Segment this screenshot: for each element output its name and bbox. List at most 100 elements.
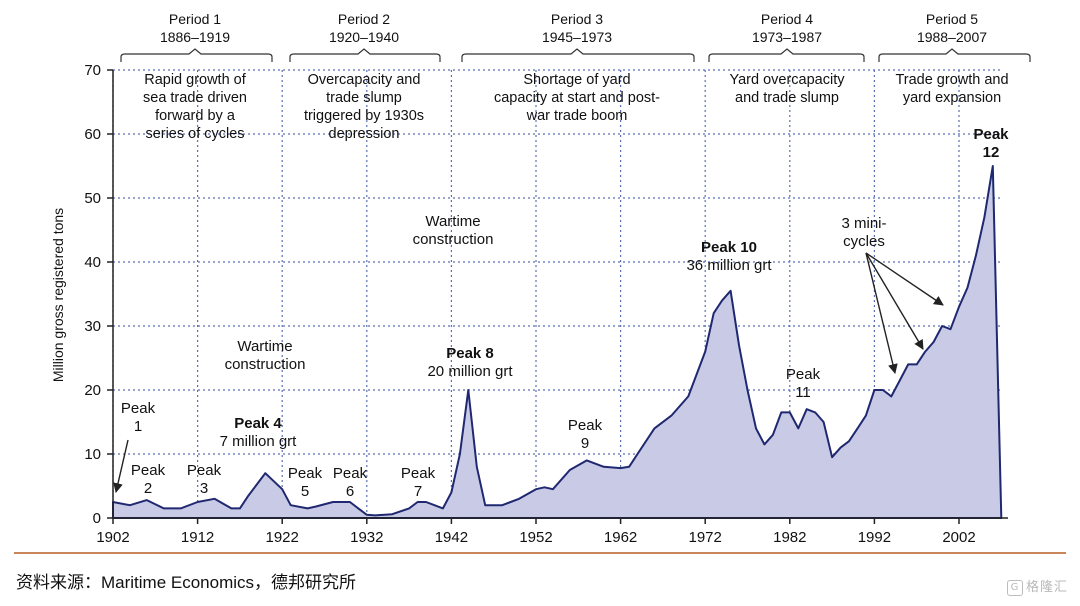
- annotation-11: Peak 11: [786, 366, 821, 401]
- period-bracket: [120, 48, 273, 62]
- period-header: Period 2 1920–1940: [329, 11, 399, 45]
- x-tick-label: 1972: [689, 529, 722, 546]
- annotation-13-line: Wartime: [237, 338, 292, 355]
- y-tick-label: 10: [84, 446, 101, 463]
- annotation-5-line: 5: [301, 483, 309, 500]
- annotation-13: Wartime construction: [225, 338, 306, 373]
- source-note: 资料来源：Maritime Economics，德邦研究所: [16, 573, 357, 592]
- y-tick-label: 70: [84, 62, 101, 79]
- annotation-3-line: Peak: [187, 462, 222, 479]
- annotation-2-line: 2: [144, 480, 152, 497]
- period-header-line: 1973–1987: [752, 29, 822, 45]
- annotation-15-line: cycles: [843, 233, 885, 250]
- annotation-arrow: [113, 439, 129, 493]
- x-tick-label: 1982: [773, 529, 806, 546]
- x-tick-label: 1992: [858, 529, 891, 546]
- completions-area: [112, 165, 1003, 519]
- annotation-arrows: [113, 252, 944, 493]
- period-header: Period 4 1973–1987: [752, 11, 822, 45]
- period-description-line: trade slump: [326, 90, 402, 106]
- period-header: Period 3 1945–1973: [542, 11, 612, 45]
- period-description: Yard overcapacity and trade slump: [730, 72, 846, 106]
- period-description: Overcapacity and trade slump triggered by …: [304, 72, 424, 142]
- annotation-6: Peak 6: [333, 465, 368, 500]
- y-tick-label: 20: [84, 382, 101, 399]
- x-tick-label: 1902: [96, 529, 129, 546]
- period-description-line: triggered by 1930s: [304, 108, 424, 124]
- annotation-12: Peak 12: [973, 126, 1009, 161]
- annotation-14: Wartime construction: [413, 213, 494, 248]
- x-tick-label: 1922: [266, 529, 299, 546]
- period-bracket: [461, 48, 695, 62]
- x-tick-label: 1932: [350, 529, 383, 546]
- annotation-10: Peak 10 36 million grt: [686, 239, 772, 274]
- annotation-9-line: Peak: [568, 417, 603, 434]
- x-tick-label: 1952: [519, 529, 552, 546]
- period-header: Period 5 1988–2007: [917, 11, 987, 45]
- annotation-2-line: Peak: [131, 462, 166, 479]
- period-bracket: [878, 48, 1031, 62]
- period-header-line: 1886–1919: [160, 29, 230, 45]
- annotation-10-line: 36 million grt: [686, 257, 772, 274]
- y-tick-label: 40: [84, 254, 101, 271]
- source-divider: [14, 552, 1066, 554]
- annotation-3-line: 3: [200, 480, 208, 497]
- period-bracket: [708, 48, 865, 62]
- period-header-line: Period 5: [926, 11, 978, 27]
- period-header-line: 1945–1973: [542, 29, 612, 45]
- x-tick-label: 2002: [942, 529, 975, 546]
- period-header-line: Period 3: [551, 11, 603, 27]
- x-tick-label: 1942: [435, 529, 468, 546]
- period-description-line: capacity at start and post-: [494, 90, 660, 106]
- annotation-15-line: 3 mini-: [841, 215, 886, 232]
- y-axis-label: Million gross registered tons: [50, 208, 66, 382]
- annotation-arrow: [865, 252, 924, 350]
- watermark-text: 格隆汇: [1025, 580, 1068, 595]
- period-description-line: Rapid growth of: [144, 72, 247, 88]
- annotation-14-line: construction: [413, 231, 494, 248]
- annotation-arrow: [865, 252, 898, 374]
- period-headers: Period 1 1886–1919 Rapid growth of sea trad…: [120, 11, 1031, 142]
- period-description: Rapid growth of sea trade driven forward b…: [143, 72, 247, 142]
- annotation-7-line: Peak: [401, 465, 436, 482]
- annotation-8-line: Peak 8: [446, 345, 494, 362]
- annotation-11-line: 11: [795, 384, 811, 401]
- annotation-6-line: Peak: [333, 465, 368, 482]
- annotation-13-line: construction: [225, 356, 306, 373]
- period-description-line: Yard overcapacity: [730, 72, 846, 88]
- y-tick-label: 50: [84, 190, 101, 207]
- annotation-8: Peak 8 20 million grt: [427, 345, 513, 380]
- period-description-line: yard expansion: [903, 90, 1001, 106]
- x-tick-label: 1962: [604, 529, 637, 546]
- annotation-2: Peak 2: [131, 462, 166, 497]
- annotation-arrow: [865, 252, 944, 306]
- period-description: Shortage of yard capacity at start and po…: [494, 72, 660, 124]
- annotation-1: Peak 1: [121, 400, 156, 435]
- period-description: Trade growth and yard expansion: [895, 72, 1008, 106]
- period-header-line: 1920–1940: [329, 29, 399, 45]
- period-header-line: 1988–2007: [917, 29, 987, 45]
- watermark-logo-icon: G: [1006, 579, 1023, 596]
- x-tick-label: 1912: [181, 529, 214, 546]
- y-tick-label: 0: [93, 510, 101, 527]
- annotation-7-line: 7: [414, 483, 422, 500]
- period-bracket: [289, 48, 441, 62]
- period-description-line: series of cycles: [145, 126, 244, 142]
- period-header-line: Period 4: [761, 11, 813, 27]
- period-description-line: war trade boom: [526, 108, 628, 124]
- period-description-line: Shortage of yard: [523, 72, 630, 88]
- annotation-8-line: 20 million grt: [427, 363, 513, 380]
- period-header-line: Period 1: [169, 11, 221, 27]
- annotation-9: Peak 9: [568, 417, 603, 452]
- watermark: G 格隆汇: [1006, 576, 1068, 596]
- annotation-15: 3 mini-cycles: [841, 215, 886, 250]
- annotation-4-line: Peak 4: [234, 415, 282, 432]
- period-description-line: Trade growth and: [895, 72, 1008, 88]
- annotation-6-line: 6: [346, 483, 354, 500]
- period-description-line: depression: [329, 126, 400, 142]
- annotation-7: Peak 7: [401, 465, 436, 500]
